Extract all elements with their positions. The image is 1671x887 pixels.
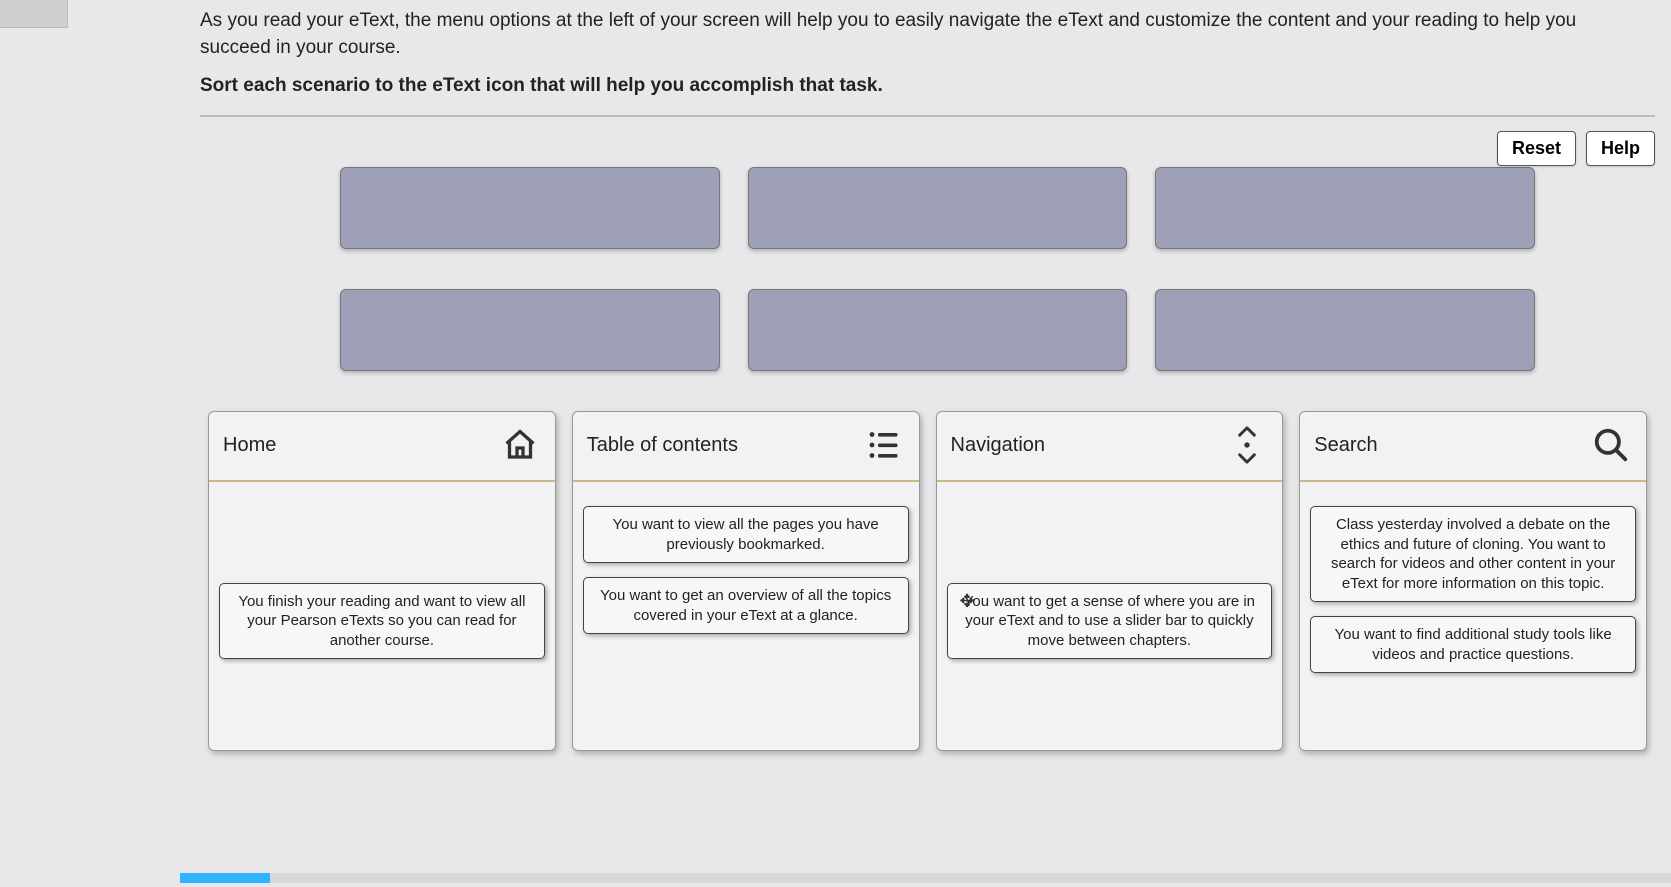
drag-placeholder[interactable]: [748, 289, 1128, 371]
help-button[interactable]: Help: [1586, 131, 1655, 166]
activity-frame: Reset Help Home: [200, 115, 1655, 751]
home-icon: [499, 424, 541, 466]
scenario-card[interactable]: You finish your reading and want to view…: [219, 583, 545, 660]
drag-placeholder[interactable]: [1155, 167, 1535, 249]
scenario-card[interactable]: Class yesterday involved a debate on the…: [1310, 506, 1636, 602]
scenario-card[interactable]: You want to view all the pages you have …: [583, 506, 909, 563]
drag-placeholder[interactable]: [748, 167, 1128, 249]
drop-header: Navigation: [937, 412, 1283, 482]
scrollbar-thumb[interactable]: [180, 873, 270, 883]
drag-source-area: [200, 127, 1655, 401]
bottom-scrollbar[interactable]: [180, 873, 1671, 883]
drop-header: Home: [209, 412, 555, 482]
instruction-text: Sort each scenario to the eText icon tha…: [200, 75, 1655, 97]
scenario-card[interactable]: You want to get an overview of all the t…: [583, 577, 909, 634]
drop-body[interactable]: Class yesterday involved a debate on the…: [1300, 482, 1646, 750]
nav-icon: [1226, 424, 1268, 466]
search-icon: [1590, 424, 1632, 466]
drag-placeholder[interactable]: [340, 167, 720, 249]
reset-button[interactable]: Reset: [1497, 131, 1576, 166]
drop-column-search[interactable]: Search Class yesterday involved a debate…: [1299, 411, 1647, 751]
drop-title: Search: [1314, 434, 1377, 457]
drop-column-toc[interactable]: Table of contents You want to view all t…: [572, 411, 920, 751]
drop-body[interactable]: You want to get a sense of where you are…: [937, 482, 1283, 750]
drop-column-home[interactable]: Home You finish your reading and want to…: [208, 411, 556, 751]
drag-placeholder[interactable]: [340, 289, 720, 371]
drop-columns: Home You finish your reading and want to…: [200, 411, 1655, 751]
drag-source-row: [340, 289, 1535, 371]
drop-body[interactable]: You finish your reading and want to view…: [209, 482, 555, 750]
page-content: As you read your eText, the menu options…: [0, 0, 1671, 751]
drop-title: Table of contents: [587, 434, 738, 457]
drop-header: Search: [1300, 412, 1646, 482]
drop-header: Table of contents: [573, 412, 919, 482]
drop-title: Home: [223, 434, 276, 457]
top-buttons: Reset Help: [1497, 131, 1655, 166]
scenario-card[interactable]: You want to get a sense of where you are…: [947, 583, 1273, 660]
scenario-card[interactable]: You want to find additional study tools …: [1310, 616, 1636, 673]
drag-source-row: [340, 167, 1535, 249]
drag-placeholder[interactable]: [1155, 289, 1535, 371]
drop-title: Navigation: [951, 434, 1046, 457]
list-icon: [863, 424, 905, 466]
intro-paragraph: As you read your eText, the menu options…: [200, 8, 1600, 61]
drop-body[interactable]: You want to view all the pages you have …: [573, 482, 919, 750]
drop-column-navigation[interactable]: Navigation You want to get a sense of wh…: [936, 411, 1284, 751]
